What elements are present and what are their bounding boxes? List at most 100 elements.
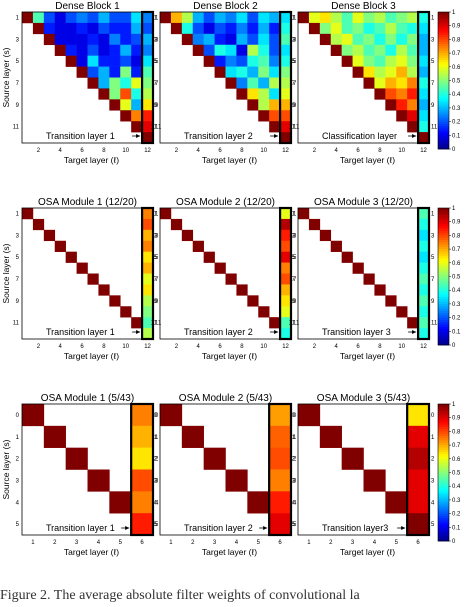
heatmap-cell: [374, 12, 386, 24]
colorbar-segment: [438, 233, 449, 236]
y-tick-label: 5: [293, 522, 297, 528]
heatmap-cell: [236, 88, 248, 100]
heatmap-cell: [22, 12, 34, 24]
y-tick-label: 9: [155, 103, 159, 109]
annotation-arrowhead: [136, 330, 141, 334]
colorbar-segment: [438, 12, 449, 15]
colorbar-segment: [438, 290, 449, 293]
heatmap-cell: [269, 44, 281, 56]
colorbar-tick-label: 0.7: [452, 443, 461, 449]
heatmap-cell: [142, 317, 154, 329]
heatmap-cell: [98, 284, 110, 296]
output-column-highlight: [416, 206, 431, 341]
heatmap-cell: [131, 447, 154, 470]
heatmap-cell: [181, 12, 194, 24]
heatmap-cell: [280, 240, 292, 252]
colorbar-tick-label: 0.7: [452, 51, 461, 57]
heatmap-cell: [131, 121, 143, 133]
colorbar-segment: [438, 142, 449, 145]
heatmap-cell: [258, 306, 270, 318]
x-axis-label: Target layer (ℓ): [64, 155, 119, 165]
heatmap-cell: [418, 88, 430, 100]
heatmap-cell: [280, 218, 292, 231]
colorbar-segment: [438, 244, 449, 248]
heatmap-cell: [258, 44, 270, 56]
heatmap-cell: [214, 55, 226, 67]
heatmap-cell: [203, 33, 215, 46]
colorbar-segment: [438, 103, 449, 107]
heatmap-cell: [65, 44, 77, 56]
colorbar-tick-label: 0.1: [452, 133, 461, 139]
y-tick-label: 3: [431, 37, 435, 43]
colorbar-tick-label: 0.5: [452, 471, 461, 477]
heatmap-cell: [407, 99, 419, 111]
heatmap-cell: [192, 33, 204, 46]
heatmap-cell: [407, 513, 430, 536]
heatmap-cell: [280, 229, 292, 242]
x-tick-label: 2: [37, 344, 41, 350]
colorbar-segment: [438, 212, 449, 216]
colorbar-tick-label: 1: [452, 402, 456, 408]
heatmap-cell: [280, 328, 292, 340]
colorbar-segment: [438, 294, 449, 298]
heatmap-cell: [396, 77, 408, 89]
colorbar-segment: [438, 251, 449, 255]
y-tick-label: 0: [292, 413, 296, 419]
colorbar-segment: [438, 267, 449, 271]
heatmap-cell: [269, 425, 292, 448]
heatmap-cell: [43, 425, 66, 448]
colorbar: 0 0.1 0.2 0.3 0.4 0.5 0.6 0.7 0.8 0.9 1: [437, 206, 461, 349]
heatmap-cell: [341, 22, 353, 35]
heatmap-cell: [385, 99, 397, 111]
colorbar-segment: [438, 506, 449, 510]
colorbar-tick-label: 0.3: [452, 498, 461, 504]
heatmap-cell: [247, 491, 270, 514]
heatmap-cell: [131, 44, 143, 56]
y-tick-label: 9: [292, 299, 296, 305]
heatmap-cell: [280, 12, 292, 24]
colorbar-segment: [438, 27, 449, 31]
heatmap-cell: [418, 99, 430, 111]
heatmap-cell: [269, 469, 292, 492]
annotation-arrowhead: [274, 134, 279, 138]
annotation-arrowhead: [412, 134, 417, 138]
colorbar-segment: [438, 520, 449, 524]
heatmap-cell: [98, 44, 110, 56]
y-tick-label: 3: [293, 478, 297, 484]
heatmap-cell: [258, 110, 270, 122]
y-tick-label: 4: [155, 500, 159, 506]
colorbar-segment: [438, 340, 449, 344]
heatmap-cell: [269, 66, 281, 78]
heatmap-cell: [98, 55, 110, 67]
heatmap-cell: [225, 44, 237, 56]
heatmap-cell: [308, 12, 321, 24]
y-tick-label: 5: [155, 522, 159, 528]
colorbar-segment: [438, 269, 449, 273]
heatmap-cell: [308, 22, 321, 35]
annotation-label: Transition layer3: [322, 523, 388, 533]
heatmap-cell: [407, 33, 419, 46]
heatmap-cell: [385, 88, 397, 100]
heatmap-cell: [418, 12, 430, 24]
y-tick-label: 0: [431, 413, 435, 419]
heatmap-cell: [236, 77, 248, 89]
y-tick-label: 9: [155, 299, 159, 305]
heatmap-cell: [131, 425, 154, 448]
y-tick-label: 3: [154, 37, 158, 43]
y-tick-label: 1: [293, 435, 297, 441]
colorbar-segment: [438, 114, 449, 118]
output-column-highlight: [278, 206, 293, 341]
heatmap-cell: [76, 55, 88, 67]
panel-title: Dense Block 2: [193, 1, 258, 12]
heatmap-cell: [109, 77, 121, 89]
y-tick-label: 3: [293, 37, 297, 43]
colorbar-tick-label: 0.3: [452, 106, 461, 112]
heatmap-cell: [269, 12, 281, 24]
y-tick-label: 11: [155, 321, 162, 327]
y-tick-label: 3: [154, 478, 158, 484]
colorbar-segment: [438, 497, 449, 501]
heatmap-cell: [87, 33, 99, 46]
x-tick-label: 10: [260, 344, 267, 350]
colorbar-tick-label: 0.6: [452, 65, 461, 71]
heatmap-cell: [120, 306, 132, 318]
